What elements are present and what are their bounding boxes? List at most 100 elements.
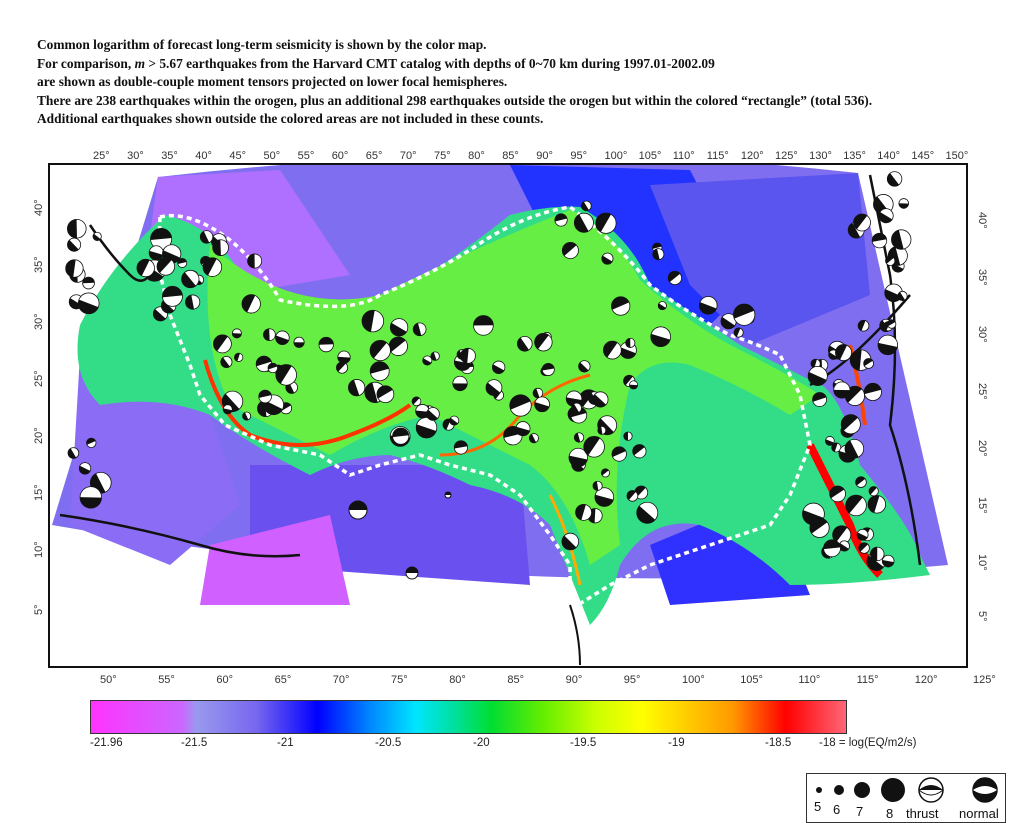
earthquake-beachball <box>348 500 368 520</box>
earthquake-beachball <box>568 447 588 468</box>
earthquake-beachball <box>415 404 430 419</box>
top-lon-label-8: 65° <box>365 150 383 162</box>
earthquake-beachball <box>67 218 87 239</box>
earthquake-beachball <box>592 480 603 491</box>
top-lon-label-2: 35° <box>161 150 178 162</box>
seismicity-map <box>52 165 948 665</box>
top-lon-label-12: 85° <box>502 150 519 162</box>
earthquake-beachball <box>212 239 229 256</box>
earthquake-beachball <box>82 276 95 290</box>
earthquake-beachball <box>148 245 164 261</box>
left-lat-label-0: 40° <box>33 199 45 216</box>
earthquake-beachball <box>415 416 438 439</box>
earthquake-beachball <box>412 322 427 337</box>
earthquake-beachball <box>405 566 419 580</box>
caption: Common logarithm of forecast long-term s… <box>37 36 1017 129</box>
earthquake-beachball <box>78 462 92 475</box>
top-lon-label-5: 50° <box>263 150 281 162</box>
earthquake-beachball <box>871 232 888 249</box>
earthquake-beachball <box>177 258 188 268</box>
colorbar-tick-0: -21.96 <box>90 737 123 749</box>
top-lon-label-23: 140° <box>877 150 901 162</box>
earthquake-beachball <box>241 294 261 314</box>
legend-mag8-label: 8 <box>886 806 894 821</box>
earthquake-beachball <box>453 440 469 455</box>
orogen-boundary <box>156 205 812 614</box>
earthquake-beachball <box>636 501 659 524</box>
earthquake-beachball <box>807 365 828 386</box>
earthquake-beachball <box>829 485 846 503</box>
left-lat-label-7: 5° <box>33 604 45 615</box>
earthquake-beachball <box>600 468 610 478</box>
earthquake-beachball <box>877 334 898 356</box>
earthquake-beachball <box>699 296 718 315</box>
bottom-lon-label-9: 95° <box>623 674 641 686</box>
right-lat-label-5: 15° <box>976 497 988 514</box>
top-lon-label-11: 80° <box>468 150 485 162</box>
earthquake-beachball <box>369 339 391 362</box>
earthquake-beachball <box>868 486 879 497</box>
earthquake-beachball <box>534 396 550 413</box>
earthquake-beachball <box>844 438 865 459</box>
legend-mag6-symbol <box>834 785 844 795</box>
earthquake-beachball <box>460 347 476 364</box>
earthquake-beachball <box>202 257 223 277</box>
earthquake-beachball <box>863 382 882 402</box>
earthquake-beachball <box>473 315 494 336</box>
top-lon-label-24: 145° <box>911 150 935 162</box>
earthquake-beachball <box>733 303 756 326</box>
earthquake-beachball <box>67 447 80 459</box>
bottom-lon-label-12: 110° <box>798 674 821 686</box>
earthquake-beachball <box>411 396 422 407</box>
earthquake-beachball <box>337 350 351 364</box>
top-lon-label-15: 100° <box>604 150 628 162</box>
earthquake-beachball <box>213 334 232 354</box>
colorbar-tick-5: -19.5 <box>570 737 597 749</box>
earthquake-beachball <box>856 528 869 541</box>
earthquake-beachball <box>885 255 896 266</box>
earthquake-beachball <box>838 540 850 552</box>
bottom-lon-label-1: 55° <box>158 674 175 686</box>
earthquake-beachball <box>492 360 506 374</box>
earthquake-beachball <box>869 546 885 562</box>
earthquake-beachball <box>891 229 912 250</box>
earthquake-beachball <box>561 532 580 551</box>
zone-magenta-sw <box>200 515 350 605</box>
earthquake-beachball <box>629 380 639 390</box>
left-lat-label-6: 10° <box>33 541 45 558</box>
earthquake-beachball <box>611 296 631 316</box>
earthquake-beachball <box>823 539 841 558</box>
legend-normal-symbol <box>972 777 998 803</box>
caption-line-2: For comparison, m > 5.67 earthquakes fro… <box>37 55 715 71</box>
earthquake-beachball <box>369 361 390 382</box>
colorbar <box>90 700 847 734</box>
earthquake-beachball <box>581 200 592 212</box>
earthquake-beachball <box>809 517 830 538</box>
top-lon-label-22: 135° <box>843 150 866 162</box>
earthquake-beachball <box>532 387 544 399</box>
earthquake-beachball <box>571 402 582 414</box>
earthquake-beachball <box>575 503 593 521</box>
earthquake-beachball <box>136 258 155 278</box>
earthquake-beachball <box>573 432 585 443</box>
earthquake-beachball <box>275 364 297 386</box>
earthquake-beachball <box>720 313 737 330</box>
earthquake-beachball <box>426 407 440 421</box>
colorbar-tick-7: -18.5 <box>765 737 792 749</box>
earthquake-beachball <box>162 285 183 307</box>
colorbar-tick-2: -21 <box>277 737 294 749</box>
zone-arabian-sea <box>70 355 240 565</box>
earthquake-beachball <box>181 269 200 289</box>
earthquake-beachball <box>623 431 633 441</box>
left-lat-label-4: 20° <box>33 427 45 444</box>
earthquake-beachball <box>247 253 263 269</box>
top-lon-label-13: 90° <box>536 150 553 162</box>
colorbar-tick-1: -21.5 <box>181 737 208 749</box>
bottom-lon-label-14: 120° <box>914 674 938 686</box>
legend-mag6-label: 6 <box>833 802 841 817</box>
earthquake-beachball <box>650 326 671 347</box>
earthquake-beachball <box>517 336 533 352</box>
earthquake-beachball <box>855 476 867 488</box>
earthquake-beachball <box>578 360 591 373</box>
bottom-lon-label-3: 65° <box>274 674 292 686</box>
